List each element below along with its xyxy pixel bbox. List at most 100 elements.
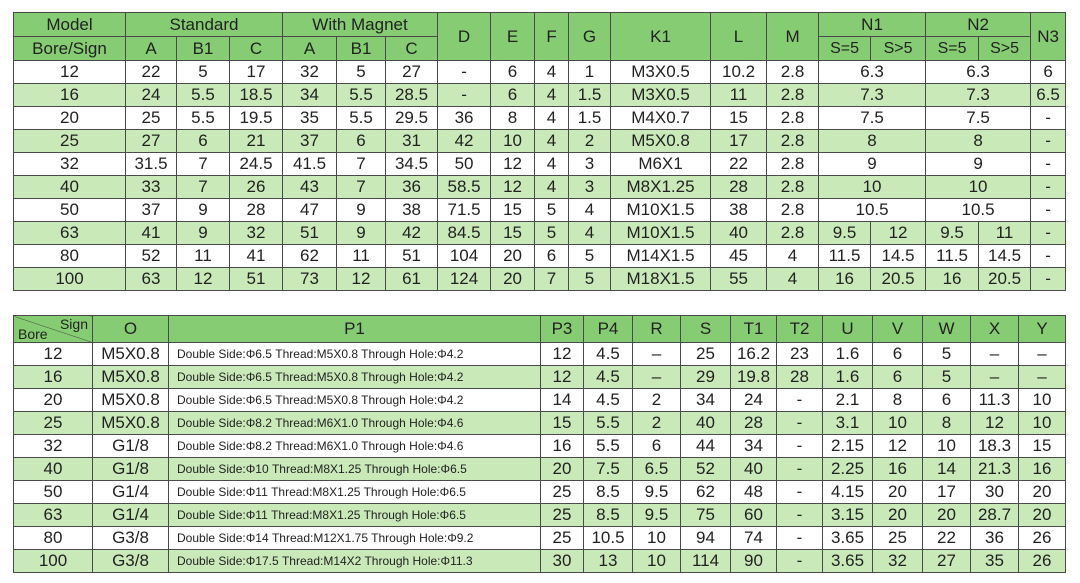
value-cell: 27 bbox=[922, 549, 971, 573]
value-cell: 28.5 bbox=[385, 83, 439, 107]
value-cell: - bbox=[437, 83, 492, 107]
header-cell: L bbox=[710, 12, 768, 61]
value-cell: 9 bbox=[925, 152, 1032, 176]
value-cell: 124 bbox=[437, 267, 492, 291]
value-cell: M5X0.8 bbox=[610, 129, 712, 153]
value-cell: – bbox=[1018, 342, 1066, 366]
value-cell: - bbox=[1030, 267, 1067, 291]
value-cell: 9.5 bbox=[632, 503, 681, 527]
value-cell: 2 bbox=[632, 411, 681, 435]
value-cell: 52 bbox=[125, 244, 177, 268]
value-cell: 11 bbox=[978, 221, 1032, 245]
value-cell: 17 bbox=[710, 129, 768, 153]
value-cell: 6 bbox=[872, 342, 923, 366]
value-cell: 21.3 bbox=[970, 457, 1019, 481]
value-cell: 90 bbox=[730, 549, 777, 573]
value-cell: 28 bbox=[776, 365, 823, 389]
value-cell: 5 bbox=[568, 267, 612, 291]
header-cell: T1 bbox=[730, 315, 777, 343]
value-cell: 31.5 bbox=[125, 152, 177, 176]
value-cell: 6 bbox=[632, 434, 681, 458]
value-cell: – bbox=[970, 365, 1019, 389]
bore-cell: 16 bbox=[13, 365, 93, 389]
value-cell: 8 bbox=[925, 129, 1032, 153]
table-body: Model Standard With Magnet D E F G K1 L … bbox=[13, 12, 1067, 291]
value-cell: 6.5 bbox=[632, 457, 681, 481]
value-cell: 18.3 bbox=[970, 434, 1019, 458]
value-cell: 4 bbox=[534, 175, 570, 199]
value-cell: 34.5 bbox=[385, 152, 439, 176]
bore-cell: 80 bbox=[13, 526, 93, 550]
value-cell: Double Side:Φ14 Thread:M12X1.75 Through … bbox=[168, 526, 541, 550]
value-cell: 27 bbox=[125, 129, 177, 153]
data-row: 63 41 9 32 51 9 42 84.5 15 5 4 M10X1.5 40 2.8 9.5 12 9.5… bbox=[13, 221, 1067, 245]
value-cell: 16 bbox=[818, 267, 872, 291]
value-cell: 12 bbox=[970, 411, 1019, 435]
value-cell: 1.6 bbox=[822, 365, 873, 389]
value-cell: Double Side:Φ17.5 Thread:M14X2 Through H… bbox=[168, 549, 541, 573]
value-cell: 43 bbox=[282, 175, 338, 199]
value-cell: 9.5 bbox=[632, 480, 681, 504]
header-cell: Sign Bore bbox=[13, 315, 93, 343]
value-cell: 16 bbox=[1018, 457, 1066, 481]
value-cell: Double Side:Φ10 Thread:M8X1.25 Through H… bbox=[168, 457, 541, 481]
value-cell: 15 bbox=[710, 106, 768, 130]
value-cell: 45 bbox=[710, 244, 768, 268]
value-cell: – bbox=[970, 342, 1019, 366]
value-cell: 9 bbox=[176, 198, 230, 222]
value-cell: 10.2 bbox=[710, 60, 768, 84]
value-cell: 29 bbox=[680, 365, 731, 389]
value-cell: 10 bbox=[922, 434, 971, 458]
value-cell: 9.5 bbox=[818, 221, 872, 245]
value-cell: 24.5 bbox=[228, 152, 284, 176]
value-cell: 3.65 bbox=[822, 549, 873, 573]
value-cell: Double Side:Φ8.2 Thread:M6X1.0 Through H… bbox=[168, 411, 541, 435]
value-cell: 7 bbox=[336, 152, 387, 176]
value-cell: 3 bbox=[568, 152, 612, 176]
value-cell: 61 bbox=[385, 267, 439, 291]
value-cell: 1.6 bbox=[822, 342, 873, 366]
header-cell: P3 bbox=[540, 315, 584, 343]
value-cell: 2.25 bbox=[822, 457, 873, 481]
data-row: 40 33 7 26 43 7 36 58.5 12 4 3 M8X1.25 28 2.8 10 10- bbox=[13, 175, 1067, 199]
data-row: 32 G1/8 Double Side:Φ8.2 Thread:M6X1.0 Thr… bbox=[13, 434, 1066, 458]
value-cell: 7 bbox=[176, 152, 230, 176]
bore-cell: 100 bbox=[13, 267, 126, 291]
value-cell: 5 bbox=[922, 342, 971, 366]
value-cell: 20 bbox=[872, 503, 923, 527]
data-row: 25 27 6 21 37 6 31 42 10 4 2 M5X0.8 17 2.8 8 8- bbox=[13, 129, 1067, 153]
value-cell: 24 bbox=[730, 388, 777, 412]
value-cell: 11.5 bbox=[818, 244, 872, 268]
value-cell: M5X0.8 bbox=[92, 342, 169, 366]
data-row: 50 37 9 28 47 9 38 71.5 15 5 4 M10X1.5 38 2.8 10.5 10.5… bbox=[13, 198, 1067, 222]
bore-cell: 63 bbox=[13, 503, 93, 527]
value-cell: 2.8 bbox=[766, 83, 820, 107]
bore-cell: 63 bbox=[13, 221, 126, 245]
value-cell: G1/8 bbox=[92, 434, 169, 458]
value-cell: - bbox=[776, 457, 823, 481]
value-cell: - bbox=[1030, 221, 1067, 245]
header-cell: B1 bbox=[176, 36, 230, 61]
header-cell: R bbox=[632, 315, 681, 343]
data-row: 40 G1/8 Double Side:Φ10 Thread:M8X1.25 Thr… bbox=[13, 457, 1066, 481]
value-cell: 24 bbox=[125, 83, 177, 107]
value-cell: - bbox=[1030, 152, 1067, 176]
value-cell: 9 bbox=[336, 221, 387, 245]
value-cell: - bbox=[776, 388, 823, 412]
value-cell: 5 bbox=[336, 60, 387, 84]
value-cell: 12 bbox=[540, 342, 584, 366]
value-cell: 3.65 bbox=[822, 526, 873, 550]
value-cell: 7.5 bbox=[583, 457, 633, 481]
value-cell: 9.5 bbox=[925, 221, 980, 245]
value-cell: 4 bbox=[568, 198, 612, 222]
value-cell: 11.5 bbox=[925, 244, 980, 268]
value-cell: 38 bbox=[710, 198, 768, 222]
header-cell: A bbox=[125, 36, 177, 61]
value-cell: 30 bbox=[970, 480, 1019, 504]
value-cell: 55 bbox=[710, 267, 768, 291]
value-cell: 10.5 bbox=[925, 198, 1032, 222]
value-cell: 5.5 bbox=[176, 106, 230, 130]
value-cell: G3/8 bbox=[92, 549, 169, 573]
value-cell: 8.5 bbox=[583, 480, 633, 504]
value-cell: 16 bbox=[925, 267, 980, 291]
